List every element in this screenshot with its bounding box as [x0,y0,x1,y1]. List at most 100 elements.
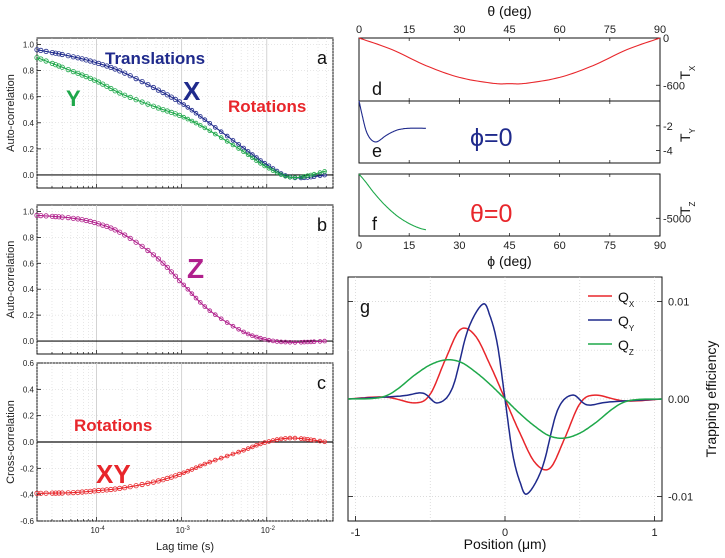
data-point-X [59,51,65,58]
data-point-XY [52,490,59,496]
x-tick-label-bottom: 0 [356,240,362,252]
data-point-Z [207,308,213,314]
data-point-XY [127,484,133,490]
data-point-XY [49,490,55,496]
data-point-Y [311,171,317,177]
data-point-Z [241,329,246,335]
data-point-Y [254,158,259,164]
data-point-Y [236,146,241,151]
y-axis-title-f-main: T [677,206,693,215]
x-tick-exp: -2 [270,526,276,532]
data-point-X [56,51,62,57]
data-point-X [43,48,49,55]
data-point-Z [218,316,224,322]
data-point-XY [38,490,44,496]
data-point-Z [112,227,118,233]
data-point-Z [193,295,199,301]
x-axis-title: Lag time (s) [156,541,214,553]
data-point-X [127,73,133,79]
x-tick-label-top: 90 [654,24,666,36]
data-point-XY [43,490,49,496]
data-point-Y [241,149,246,155]
data-point-XY [34,490,40,496]
data-point-Z [127,235,133,241]
y-tick-label: 0.4 [23,385,35,394]
data-point-Z [49,213,55,219]
data-point-X [172,96,178,103]
data-point-Y [75,70,81,76]
data-point-Z [224,320,230,325]
label-translations: Translations [105,49,205,68]
data-point-Y [202,125,208,131]
data-point-X [49,49,55,56]
y-tick-label: 0.01 [668,296,689,308]
x-tick-label-top: 45 [503,24,515,36]
data-point-Y [127,94,133,101]
data-point-X [34,47,40,53]
data-point-Z [176,277,183,284]
x-tick-label: -1 [351,527,361,539]
data-point-Z [250,333,255,339]
data-point-XY [213,457,218,463]
data-point-XY [311,437,317,443]
data-point-Z [292,340,298,345]
data-point-XY [133,483,139,489]
data-point-Y [266,166,272,171]
data-point-Y [155,105,161,111]
x-tick-label: 10-4 [91,526,106,535]
label-z: Z [187,253,204,284]
data-point-Z [278,339,284,345]
data-point-Y [91,77,98,83]
x-tick-label-top: 60 [554,24,566,36]
data-point-XY [198,463,203,469]
legend-label-Qz-main: Q [618,337,629,353]
data-point-XY [181,470,187,476]
panel-d-frame [358,37,661,102]
data-point-Y [65,67,71,73]
y-tick-label: -0.2 [20,464,34,473]
data-point-Y [224,139,230,144]
y-axis-title: Auto-correlation [5,74,17,152]
data-point-X [198,114,203,119]
data-point-X [117,68,123,74]
data-point-Y [38,56,44,62]
data-point-Y [198,123,203,128]
label-x: X [183,76,201,106]
data-point-Y [185,116,191,122]
data-point-Y [112,88,118,94]
x-tick-label-top: 15 [403,24,415,36]
data-point-Y [122,92,128,98]
data-point-X [224,133,230,139]
x-tick-label-bottom: 60 [554,240,566,252]
data-point-XY [65,490,71,496]
data-point-X [145,82,151,88]
data-point-XY [250,444,255,450]
label-phi: ϕ=0 [470,124,513,152]
data-point-Z [305,339,310,345]
data-point-XY [224,453,230,459]
panel-b [34,204,334,355]
data-point-Z [52,214,59,220]
data-point-Y [108,85,114,92]
x-tick-base: 10 [176,526,185,535]
data-point-Z [245,331,251,337]
data-point-Y [181,114,187,120]
data-point-X [160,89,166,96]
data-point-XY [185,468,191,474]
y-axis-title-e: TY [677,127,697,142]
data-point-Y [189,118,195,124]
y-axis-title: Trapping efficiency [703,341,719,458]
data-point-Y [52,62,59,68]
data-point-X [155,87,161,93]
data-point-Y [43,58,49,64]
data-point-XY [298,436,304,441]
data-point-Z [139,243,145,249]
x-tick-label-top: 30 [453,24,465,36]
panel-a [34,37,334,189]
data-point-Z [266,337,272,343]
data-point-Z [117,229,123,235]
x-tick-label: 10-3 [176,526,191,535]
y-tick-label: 0.4 [23,285,35,294]
data-point-X [202,117,208,122]
legend-label-Qy: QY [618,313,635,333]
